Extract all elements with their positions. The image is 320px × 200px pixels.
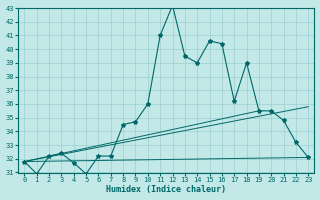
X-axis label: Humidex (Indice chaleur): Humidex (Indice chaleur) <box>106 185 226 194</box>
